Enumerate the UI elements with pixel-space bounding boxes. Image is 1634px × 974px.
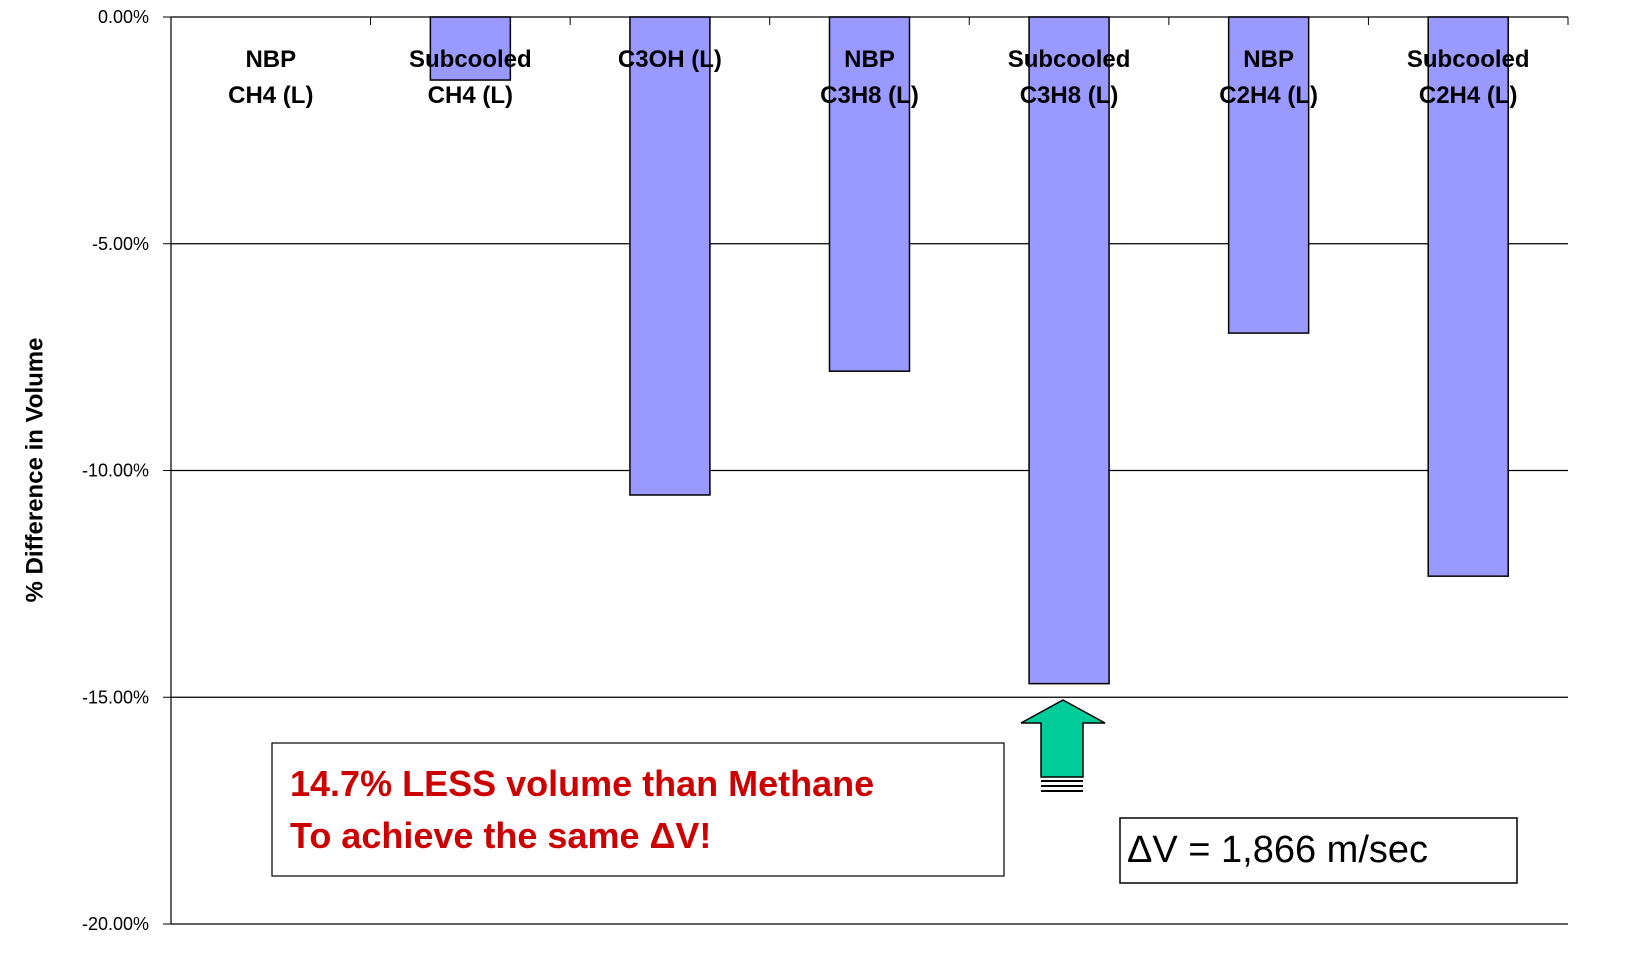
bar (1427, 16, 1509, 577)
category-label: NBP CH4 (L) (228, 46, 314, 109)
bar (1028, 16, 1110, 685)
category-label: Subcooled C2H4 (L) (1406, 46, 1530, 109)
arrow (1020, 699, 1106, 778)
annotation: ΔV = 1,866 m/sec (1127, 829, 1429, 871)
bar (828, 16, 911, 372)
y-tick-label: -5.00% (92, 234, 149, 254)
annotation-box (1119, 817, 1518, 884)
category-label: Subcooled CH4 (L) (409, 46, 532, 109)
bar (629, 16, 711, 496)
y-tick-label: -20.00% (82, 914, 149, 934)
y-tick-label: 0.00% (98, 7, 149, 27)
annotation-box (271, 742, 1005, 877)
bar (429, 16, 512, 81)
category-label: C3OH (L) (617, 46, 722, 73)
bar (1227, 16, 1310, 334)
annotation: 14.7% LESS volume than Methane To achiev… (290, 763, 875, 856)
y-tick-label: -15.00% (82, 687, 149, 707)
y-axis-label: % Difference in Volume (21, 338, 48, 603)
y-tick-label: -10.00% (82, 461, 149, 481)
category-label: Subcooled C3H8 (L) (1007, 46, 1131, 109)
category-label: NBP C3H8 (L) (820, 46, 919, 109)
category-label: NBP C2H4 (L) (1219, 46, 1318, 109)
